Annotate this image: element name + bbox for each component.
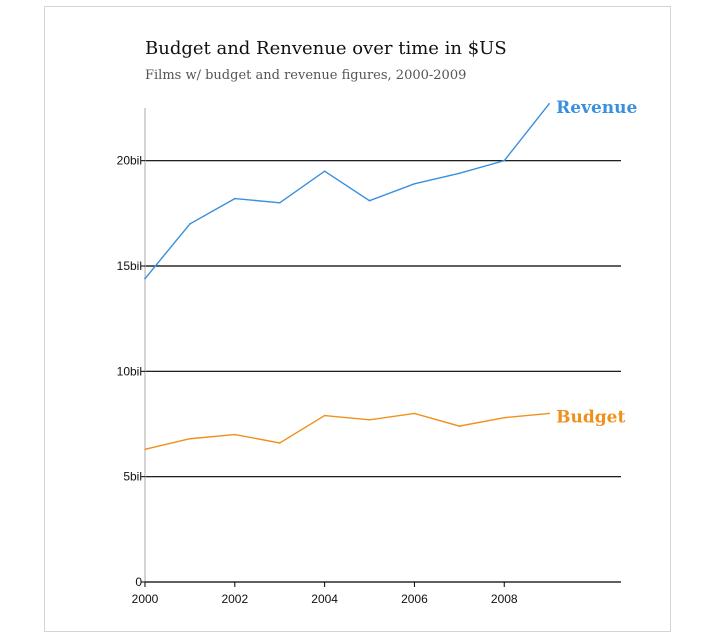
x-tick-label: 2008 (491, 592, 518, 606)
chart-subtitle: Films w/ budget and revenue figures, 200… (145, 68, 467, 83)
y-tick-label: 10bil (117, 364, 142, 378)
budget-point (503, 416, 506, 419)
x-tick-label: 2002 (221, 592, 248, 606)
revenue-line (144, 103, 550, 280)
revenue-point (368, 199, 371, 202)
y-tick-label: 5bil (123, 470, 142, 484)
chart-title: Budget and Renvenue over time in $US (145, 38, 507, 59)
revenue-point (189, 223, 191, 225)
budget-point (278, 442, 281, 444)
y-tick-label: 20bil (117, 154, 142, 168)
revenue-point (503, 159, 506, 162)
budget-point (548, 412, 550, 415)
revenue-point (144, 277, 146, 280)
x-tick-label: 2004 (311, 592, 338, 606)
revenue-point (234, 197, 236, 200)
chart-frame (44, 6, 671, 632)
y-tick-label: 15bil (117, 259, 142, 273)
revenue-point (413, 183, 416, 185)
x-tick-label: 2006 (401, 592, 428, 606)
revenue-point (278, 202, 281, 204)
revenue-series-label: Revenue (556, 98, 637, 118)
budget-point (189, 437, 191, 440)
budget-point (323, 414, 326, 417)
budget-series-label: Budget (556, 407, 625, 427)
x-tick-label: 2000 (132, 592, 159, 606)
budget-line (144, 412, 550, 450)
budget-point (144, 448, 146, 451)
budget-point (413, 412, 416, 415)
revenue-point (458, 172, 461, 175)
budget-point (458, 425, 461, 427)
budget-point (368, 418, 371, 421)
revenue-point (323, 170, 326, 172)
y-tick-label: 0 (135, 575, 142, 589)
revenue-point (548, 102, 550, 105)
budget-point (234, 433, 236, 436)
